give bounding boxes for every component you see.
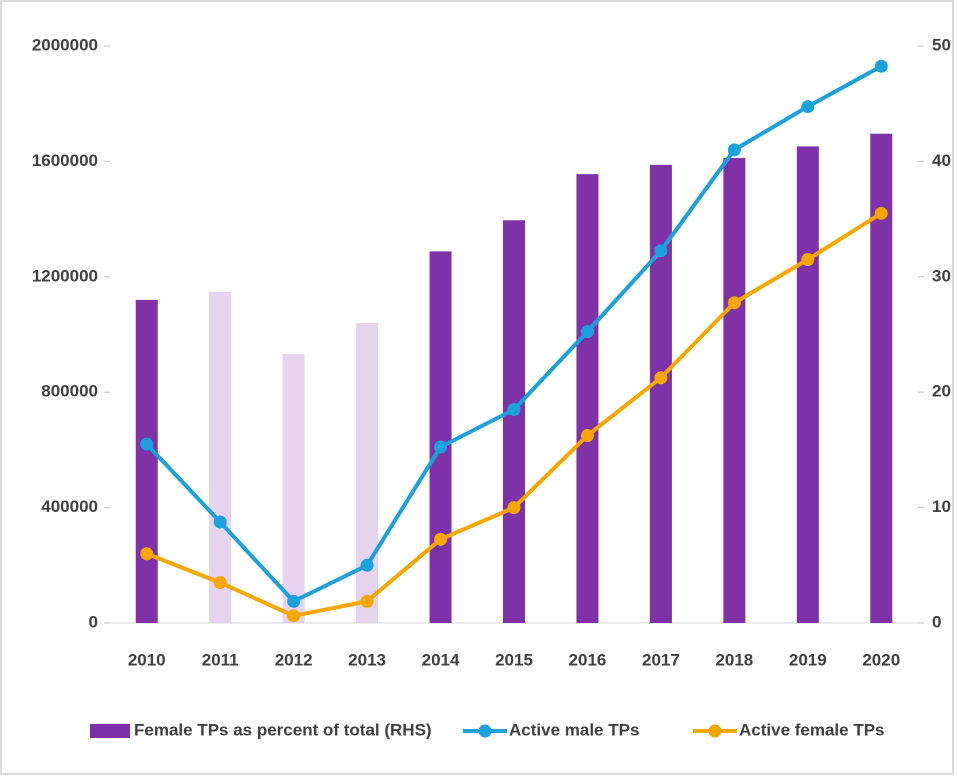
legend-swatch [90,724,130,738]
marker [213,576,227,590]
marker [874,206,888,220]
bar [870,133,893,624]
y2-tick-label: 0 [932,612,941,631]
marker [654,244,668,258]
marker [507,403,521,417]
bar [282,354,305,623]
marker [360,594,374,608]
y2-tick-label: 40 [932,151,951,170]
y-tick-label: 0 [89,612,98,631]
y-tick-label: 1200000 [32,266,98,285]
y-tick-label: 400000 [41,497,98,516]
marker [580,325,594,339]
y2-tick-label: 50 [932,35,951,54]
x-tick-label: 2011 [202,650,239,669]
marker [801,252,815,266]
marker [874,59,888,73]
x-tick-label: 2019 [789,650,827,669]
bar [649,164,672,623]
marker [213,515,227,529]
x-tick-label: 2015 [495,650,533,669]
marker [140,437,154,451]
marker [727,143,741,157]
legend-marker [478,724,492,738]
bar [356,322,379,623]
marker [801,100,815,114]
bar [429,251,452,624]
legend-label: Active female TPs [739,720,885,739]
y2-tick-label: 30 [932,266,951,285]
x-tick-label: 2013 [348,650,386,669]
bar [209,291,232,623]
y-tick-label: 2000000 [32,35,98,54]
marker [580,428,594,442]
marker [434,440,448,454]
x-tick-label: 2014 [422,650,460,669]
bar [135,299,158,623]
marker [287,594,301,608]
marker [654,371,668,385]
marker [434,532,448,546]
y-tick-label: 800000 [41,382,98,401]
legend-label: Active male TPs [509,720,639,739]
bar [796,146,819,623]
legend-marker [708,724,722,738]
bar [723,157,746,624]
marker [507,501,521,515]
x-tick-label: 2020 [862,650,900,669]
x-tick-label: 2018 [715,650,753,669]
y2-tick-label: 10 [932,497,951,516]
marker [140,547,154,561]
x-tick-label: 2017 [642,650,680,669]
legend-label: Female TPs as percent of total (RHS) [134,720,432,739]
y-tick-label: 1600000 [32,151,98,170]
marker [360,558,374,572]
marker [727,296,741,310]
bar [503,220,525,623]
x-tick-label: 2012 [275,650,313,669]
marker [287,609,301,623]
bar [576,174,599,623]
x-tick-label: 2016 [569,650,607,669]
y2-tick-label: 20 [932,382,951,401]
x-tick-label: 2010 [128,650,166,669]
